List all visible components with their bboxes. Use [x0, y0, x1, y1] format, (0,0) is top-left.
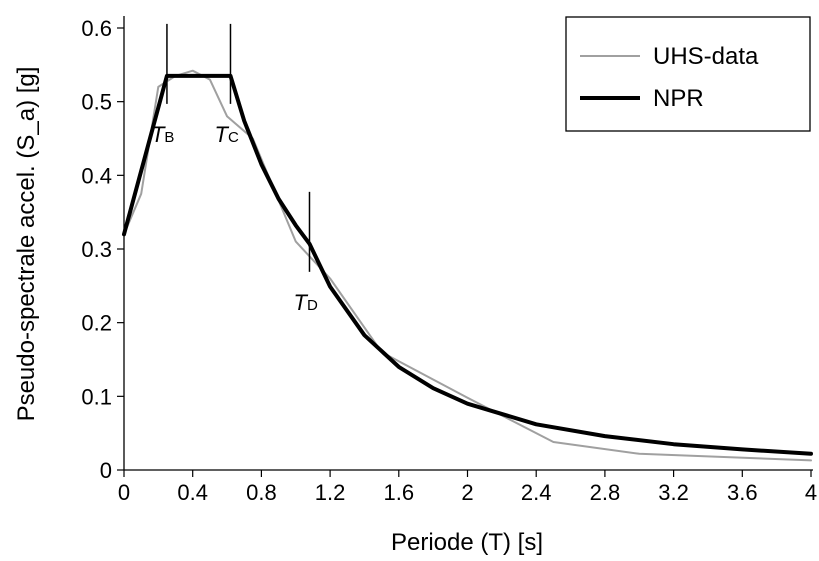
x-tick-label: 2.8 [590, 480, 621, 505]
y-tick-label: 0.6 [81, 16, 112, 41]
corner-period-label-d: TD [293, 290, 317, 315]
x-tick-label: 4 [805, 480, 817, 505]
x-tick-label: 0.4 [177, 480, 208, 505]
x-tick-label: 2 [461, 480, 473, 505]
legend-label: UHS-data [653, 43, 759, 70]
corner-period-letter: T [293, 290, 308, 315]
x-axis-label: Periode (T) [s] [391, 529, 543, 556]
x-tick-label: 1.2 [315, 480, 346, 505]
legend: UHS-data NPR [565, 16, 811, 132]
corner-period-subscript: B [164, 129, 174, 146]
y-tick-label: 0.1 [81, 384, 112, 409]
corner-period-subscript: C [228, 129, 239, 146]
x-tick-label: 0.8 [246, 480, 277, 505]
x-tick-label: 2.4 [521, 480, 552, 505]
axes: 0 0.4 0.8 1.2 1.6 2 2.4 2.8 3.2 3.6 4 0 0.1 0.2 0.3 0.4… [81, 16, 817, 505]
corner-period-letter: T [214, 122, 229, 147]
legend-box [565, 16, 811, 132]
y-tick-label: 0 [100, 458, 112, 483]
corner-period-letter: T [151, 122, 166, 147]
series-line-npr [122, 73, 813, 456]
y-tick-label: 0.5 [81, 90, 112, 115]
y-axis-label: Pseudo-spectrale accel. (S_a) [g] [13, 67, 40, 422]
corner-period-label-b: TB [151, 122, 174, 147]
x-tick-label: 3.2 [658, 480, 689, 505]
x-tick-label: 0 [118, 480, 130, 505]
series-layer [122, 69, 813, 462]
y-tick-label: 0.4 [81, 163, 112, 188]
legend-label: NPR [653, 85, 704, 112]
x-tick-label: 3.6 [727, 480, 758, 505]
x-tick-label: 1.6 [384, 480, 415, 505]
corner-period-subscript: D [307, 297, 318, 314]
corner-period-label-c: TC [214, 122, 238, 147]
y-tick-label: 0.2 [81, 311, 112, 336]
y-tick-label: 0.3 [81, 237, 112, 262]
